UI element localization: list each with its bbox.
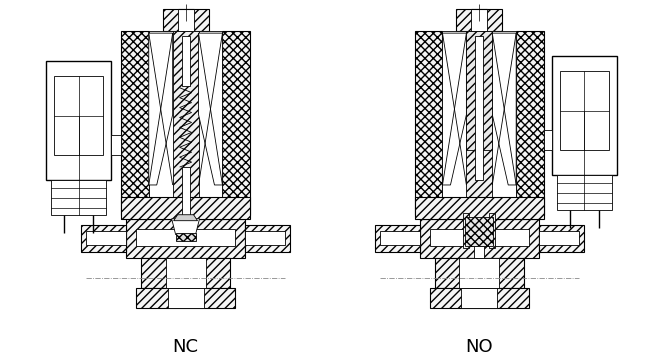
- Bar: [245, 225, 290, 252]
- Bar: [54, 76, 103, 155]
- Bar: [375, 225, 420, 252]
- Bar: [464, 213, 469, 248]
- Polygon shape: [443, 33, 466, 185]
- Bar: [136, 229, 236, 247]
- Polygon shape: [174, 215, 197, 221]
- Bar: [46, 61, 111, 180]
- Bar: [475, 36, 483, 180]
- Bar: [465, 217, 493, 247]
- Polygon shape: [172, 219, 200, 235]
- Bar: [516, 31, 544, 215]
- Bar: [86, 231, 126, 244]
- Bar: [456, 9, 502, 31]
- Bar: [552, 56, 616, 175]
- Bar: [176, 233, 195, 240]
- Bar: [166, 258, 206, 288]
- Polygon shape: [149, 33, 173, 185]
- Bar: [380, 231, 420, 244]
- Bar: [466, 31, 492, 151]
- Bar: [223, 31, 251, 215]
- Bar: [460, 258, 499, 288]
- Bar: [415, 31, 443, 215]
- Bar: [173, 31, 199, 215]
- Bar: [121, 31, 149, 215]
- Bar: [475, 247, 484, 258]
- Bar: [420, 219, 539, 258]
- Bar: [462, 288, 497, 308]
- Bar: [430, 229, 529, 247]
- Bar: [430, 288, 529, 308]
- Bar: [51, 180, 106, 215]
- Bar: [121, 197, 251, 219]
- Polygon shape: [199, 33, 223, 185]
- Bar: [557, 175, 612, 210]
- Bar: [178, 9, 193, 31]
- Polygon shape: [492, 33, 516, 185]
- Bar: [136, 288, 236, 308]
- Bar: [245, 231, 285, 244]
- Bar: [539, 231, 579, 244]
- Bar: [443, 31, 516, 215]
- Bar: [471, 9, 488, 31]
- Bar: [466, 31, 492, 215]
- Bar: [126, 219, 245, 258]
- Bar: [163, 9, 208, 31]
- Bar: [544, 130, 552, 150]
- Text: NC: NC: [173, 338, 199, 356]
- Bar: [434, 258, 524, 288]
- Bar: [560, 71, 609, 150]
- Bar: [111, 135, 121, 155]
- Bar: [149, 31, 223, 215]
- Bar: [539, 225, 584, 252]
- Bar: [415, 197, 544, 219]
- Bar: [490, 213, 495, 248]
- Bar: [141, 258, 230, 288]
- Bar: [182, 36, 189, 86]
- Bar: [168, 288, 204, 308]
- Bar: [81, 225, 126, 252]
- Text: NO: NO: [465, 338, 493, 356]
- Bar: [182, 167, 189, 230]
